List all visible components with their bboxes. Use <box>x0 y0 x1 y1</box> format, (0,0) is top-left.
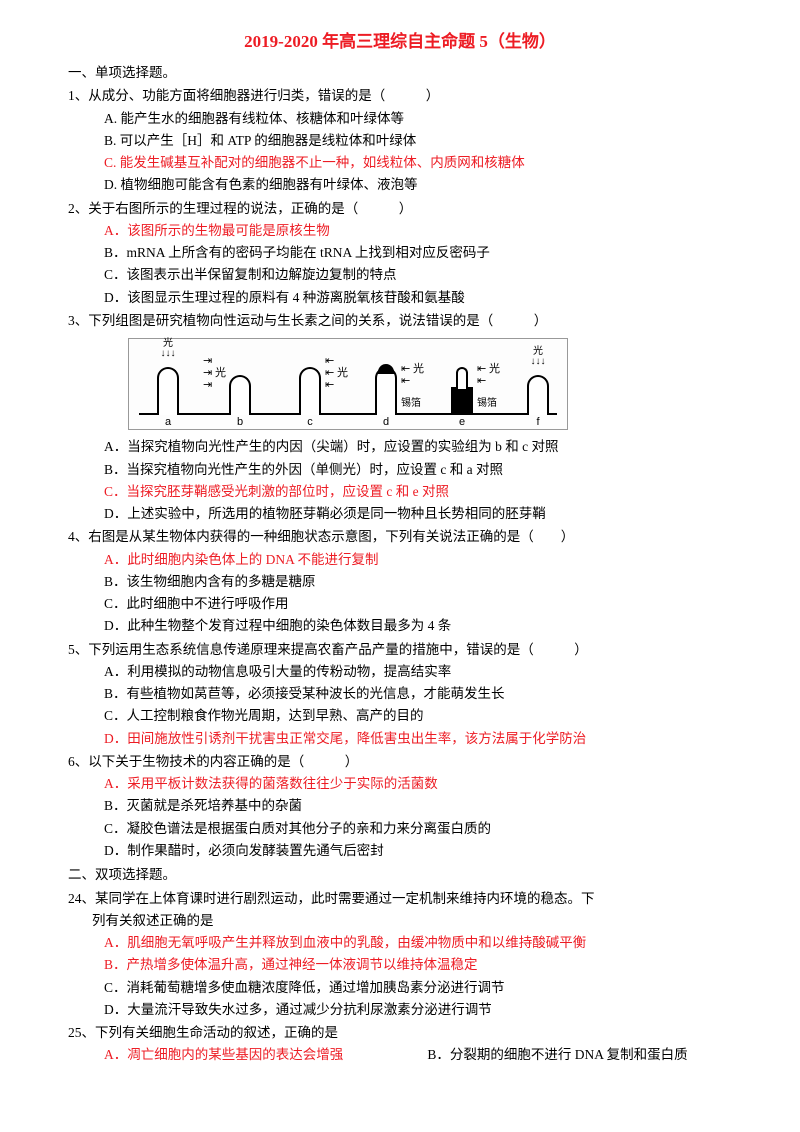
q6-opt-a: A．采用平板计数法获得的菌落数往往少于实际的活菌数 <box>68 773 732 795</box>
q24-opt-b: B．产热增多使体温升高，通过神经一体液调节以维持体温稳定 <box>68 954 732 976</box>
q1-opt-c: C. 能发生碱基互补配对的细胞器不止一种，如线粒体、内质网和核糖体 <box>68 152 732 174</box>
plant-e <box>451 367 473 415</box>
q25-stem: 25、下列有关细胞生命活动的叙述，正确的是 <box>68 1022 732 1044</box>
q24-stem-2: 列有关叙述正确的是 <box>68 910 732 932</box>
q2-opt-b: B．mRNA 上所含有的密码子均能在 tRNA 上找到相对应反密码子 <box>68 242 732 264</box>
q24-stem-1: 24、某同学在上体育课时进行剧烈运动，此时需要通过一定机制来维持内环境的稳态。下 <box>68 888 732 910</box>
light-side-e: ⇤ 光⇤ <box>477 363 500 387</box>
q5-stem: 5、下列运用生态系统信息传递原理来提高农畜产品产量的措施中，错误的是（ ） <box>68 639 732 661</box>
q6-opt-c: C．凝胶色谱法是根据蛋白质对其他分子的亲和力来分离蛋白质的 <box>68 818 732 840</box>
tube-d <box>375 367 397 415</box>
q24-opt-d: D．大量流汗导致失水过多，通过减少分抗利尿激素分泌进行调节 <box>68 999 732 1021</box>
plant-a: 光↓↓↓ <box>157 367 179 415</box>
q1-opt-d: D. 植物细胞可能含有色素的细胞器有叶绿体、液泡等 <box>68 174 732 196</box>
q5-opt-a: A．利用模拟的动物信息吸引大量的传粉动物，提高结实率 <box>68 661 732 683</box>
q3-opt-c: C．当探究胚芽鞘感受光刺激的部位时，应设置 c 和 e 对照 <box>68 481 732 503</box>
q1-opt-a: A. 能产生水的细胞器有线粒体、核糖体和叶绿体等 <box>68 108 732 130</box>
q6-opt-b: B．灭菌就是杀死培养基中的杂菌 <box>68 795 732 817</box>
q24-opt-c: C．消耗葡萄糖增多使血糖浓度降低，通过增加胰岛素分泌进行调节 <box>68 977 732 999</box>
q4-opt-b: B．该生物细胞内含有的多糖是糖原 <box>68 571 732 593</box>
q25-opt-a: A．凋亡细胞内的某些基因的表达会增强 <box>104 1044 424 1066</box>
q4-opt-c: C．此时细胞中不进行呼吸作用 <box>68 593 732 615</box>
tube-e-top <box>456 367 468 389</box>
cap-d <box>378 364 394 374</box>
q2-opt-d: D．该图显示生理过程的原料有 4 种游离脱氧核苷酸和氨基酸 <box>68 287 732 309</box>
q25-opts-row: A．凋亡细胞内的某些基因的表达会增强 B．分裂期的细胞不进行 DNA 复制和蛋白… <box>68 1044 732 1066</box>
q1-stem: 1、从成分、功能方面将细胞器进行归类，错误的是（ ） <box>68 85 732 107</box>
diagram-baseline <box>139 413 557 415</box>
q4-stem: 4、右图是从某生物体内获得的一种细胞状态示意图，下列有关说法正确的是（ ） <box>68 526 732 548</box>
tube-f <box>527 375 549 415</box>
tube-e-dark <box>451 387 473 415</box>
q3-opt-a: A．当探究植物向光性产生的内因（尖端）时，应设置的实验组为 b 和 c 对照 <box>68 436 732 458</box>
tube-a <box>157 367 179 415</box>
light-top-a: 光↓↓↓ <box>157 339 179 359</box>
light-side-d: ⇤ 光⇤ <box>401 363 424 387</box>
label-d: d <box>375 413 397 431</box>
plant-d <box>375 367 397 415</box>
plant-f: 光↓↓↓ <box>527 375 549 415</box>
q2-opt-a: A．该图所示的生物最可能是原核生物 <box>68 220 732 242</box>
tinfoil-d: 锡箔 <box>401 398 421 409</box>
q2-stem: 2、关于右图所示的生理过程的说法，正确的是（ ） <box>68 198 732 220</box>
q3-opt-b: B．当探究植物向光性产生的外因（单侧光）时，应设置 c 和 a 对照 <box>68 459 732 481</box>
q6-stem: 6、以下关于生物技术的内容正确的是（ ） <box>68 751 732 773</box>
label-f: f <box>527 413 549 431</box>
light-side-b: ⇥⇥ 光⇥ <box>203 355 226 391</box>
q24-opt-a: A．肌细胞无氧呼吸产生并释放到血液中的乳酸，由缓冲物质中和以维持酸碱平衡 <box>68 932 732 954</box>
q3-diagram: 光↓↓↓ a ⇥⇥ 光⇥ b ⇤⇤ 光⇤ c ⇤ 光⇤ 锡箔 d ⇤ 光⇤ 锡箔… <box>128 338 568 430</box>
section-1-header: 一、单项选择题。 <box>68 62 732 84</box>
q5-opt-d: D．田间施放性引诱剂干扰害虫正常交尾，降低害虫出生率，该方法属于化学防治 <box>68 728 732 750</box>
q2-opt-c: C．该图表示出半保留复制和边解旋边复制的特点 <box>68 264 732 286</box>
label-e: e <box>451 413 473 431</box>
section-2-header: 二、双项选择题。 <box>68 864 732 886</box>
tube-c <box>299 367 321 415</box>
q4-opt-a: A．此时细胞内染色体上的 DNA 不能进行复制 <box>68 549 732 571</box>
q6-opt-d: D．制作果醋时，必须向发酵装置先通气后密封 <box>68 840 732 862</box>
q5-opt-c: C．人工控制粮食作物光周期，达到早熟、高产的目的 <box>68 705 732 727</box>
q4-opt-d: D．此种生物整个发育过程中细胞的染色体数目最多为 4 条 <box>68 615 732 637</box>
plant-c <box>299 367 321 415</box>
label-c: c <box>299 413 321 431</box>
light-side-c: ⇤⇤ 光⇤ <box>325 355 348 391</box>
q1-opt-b: B. 可以产生［H］和 ATP 的细胞器是线粒体和叶绿体 <box>68 130 732 152</box>
label-b: b <box>229 413 251 431</box>
q25-opt-b: B．分裂期的细胞不进行 DNA 复制和蛋白质 <box>427 1044 687 1066</box>
q5-opt-b: B．有些植物如莴苣等，必须接受某种波长的光信息，才能萌发生长 <box>68 683 732 705</box>
tube-b <box>229 375 251 415</box>
tinfoil-e: 锡箔 <box>477 398 497 409</box>
q3-opt-d: D．上述实验中，所选用的植物胚芽鞘必须是同一物种且长势相同的胚芽鞘 <box>68 503 732 525</box>
label-a: a <box>157 413 179 431</box>
q3-stem: 3、下列组图是研究植物向性运动与生长素之间的关系，说法错误的是（ ） <box>68 310 732 332</box>
plant-b <box>229 375 251 415</box>
light-top-f: 光↓↓↓ <box>527 347 549 367</box>
page-title: 2019-2020 年高三理综自主命题 5（生物） <box>68 28 732 56</box>
